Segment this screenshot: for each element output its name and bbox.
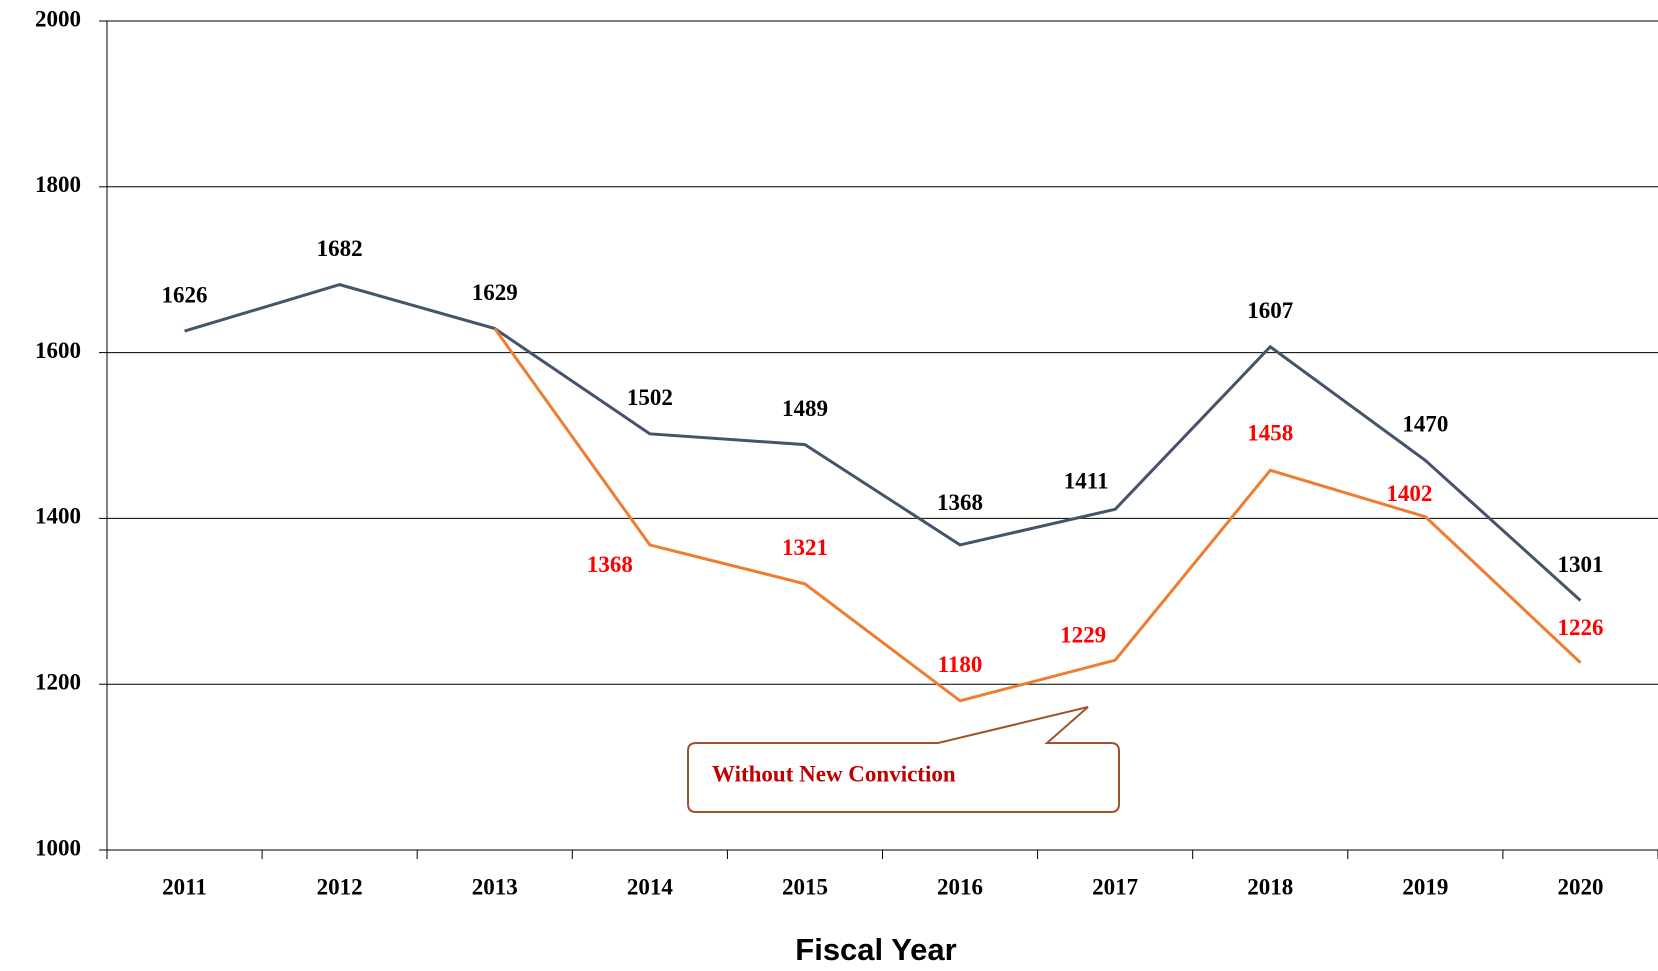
y-tick-label: 1400: [35, 504, 81, 529]
data-label: 1489: [782, 396, 828, 421]
x-tick-label: 2013: [472, 874, 518, 899]
series-line: [184, 283, 1582, 602]
x-tick-label: 2018: [1247, 874, 1293, 899]
plot: 1000 1200 1400 1600 1800 2000 2011 2012 2013 2014…: [35, 6, 1658, 899]
x-tick-label: 2020: [1557, 874, 1603, 899]
y-tick-label: 1600: [35, 338, 81, 363]
data-label: 1411: [1064, 469, 1109, 494]
series-line: [493, 327, 1582, 703]
data-label: 1368: [937, 490, 983, 515]
y-tick-label: 1000: [35, 835, 81, 860]
data-label: 1682: [317, 236, 363, 261]
annotation: Without New Conviction: [712, 761, 956, 786]
data-label: 1180: [938, 652, 983, 677]
x-tick-label: 2014: [627, 874, 674, 899]
x-tick-label: 2015: [782, 874, 828, 899]
x-axis-title: Fiscal Year: [795, 932, 956, 967]
data-label: 1629: [472, 280, 518, 305]
data-label: 1229: [1060, 622, 1106, 647]
y-tick-label: 2000: [35, 6, 81, 31]
y-tick-label: 1200: [35, 669, 81, 694]
data-label: 1368: [587, 552, 633, 577]
y-tick-label: 1800: [35, 172, 81, 197]
data-label: 1402: [1386, 481, 1432, 506]
data-label: 1626: [162, 282, 208, 307]
callout: [687, 706, 1120, 813]
data-label: 1321: [782, 535, 828, 560]
x-tick-label: 2011: [162, 874, 207, 899]
x-tick-label: 2019: [1402, 874, 1448, 899]
data-label: 1458: [1247, 421, 1293, 446]
data-label: 1502: [627, 385, 673, 410]
data-label: 1470: [1402, 412, 1448, 437]
x-tick-label: 2016: [937, 874, 983, 899]
data-label: 1226: [1557, 615, 1603, 640]
data-label: 1607: [1247, 298, 1293, 323]
data-label: 1301: [1557, 552, 1603, 577]
x-tick-label: 2012: [317, 874, 363, 899]
x-tick-label: 2017: [1092, 874, 1138, 899]
